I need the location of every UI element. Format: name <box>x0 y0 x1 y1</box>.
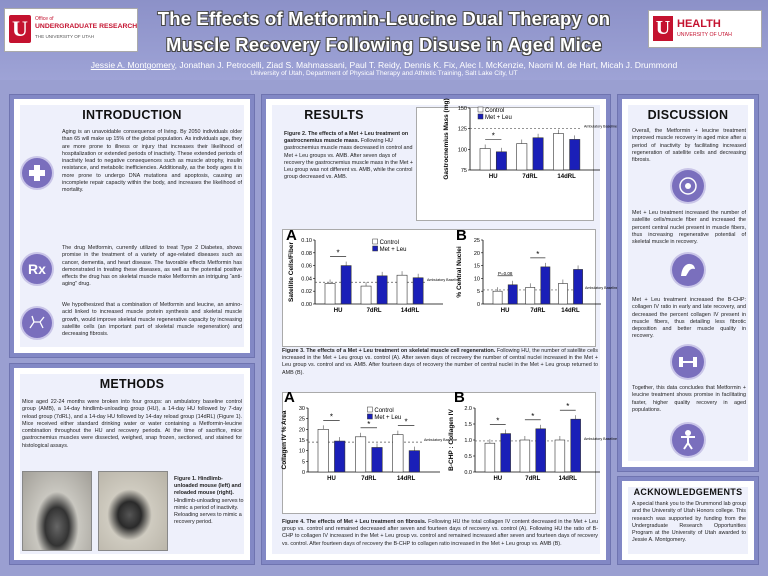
affiliation: University of Utah, Department of Physic… <box>250 70 518 77</box>
muscle-arm-icon <box>672 254 704 286</box>
figure-3-box <box>282 229 596 347</box>
figure-3-text: Following HU, the number of satellite ce… <box>282 348 598 376</box>
u-health-icon: U <box>653 16 673 41</box>
prescription-icon: Rx <box>22 254 52 284</box>
intro-paragraph-2: The drug Metformin, currently utilized t… <box>62 245 242 288</box>
introduction-heading: INTRODUCTION <box>82 108 182 122</box>
figure-4-text: Following HU the total collagen IV conte… <box>282 519 598 547</box>
results-panel: RESULTS Figure 2. The effects of a Met +… <box>262 95 610 564</box>
molecule-icon <box>22 308 52 338</box>
discussion-paragraph-4: Together, this data concludes that Metfo… <box>632 385 746 413</box>
health-logo: U HEALTH UNIVERSITY OF UTAH <box>648 10 762 48</box>
u-logo-icon: U <box>9 15 31 43</box>
acknowledgements-paragraph: A special thank you to the Drummond lab … <box>632 501 746 544</box>
lead-author: Jessie A. Montgomery <box>90 60 175 70</box>
person-icon <box>672 424 704 456</box>
acknowledgements-inner <box>628 487 748 554</box>
logo-line-3: THE UNIVERSITY OF UTAH <box>35 34 95 39</box>
intro-paragraph-3: We hypothesized that a combination of Me… <box>62 302 242 338</box>
figure-2-caption: Figure 2. The effects of a Met + Leu tre… <box>284 131 416 181</box>
coauthors: , Jonathan J. Petrocelli, Ziad S. Mahmas… <box>174 60 678 70</box>
acknowledgements-panel: ACKNOWLEDGEMENTS A special thank you to … <box>618 477 758 564</box>
figure-3-caption: Figure 3. The effects of a Met + Leu tre… <box>282 348 598 377</box>
discussion-panel: DISCUSSION Overall, the Metformin + leuc… <box>618 95 758 471</box>
introduction-panel: INTRODUCTION Aging is an unavoidable con… <box>10 95 254 357</box>
figure-2-box <box>416 107 594 221</box>
figure-4-box <box>282 392 596 514</box>
rx-symbol: Rx <box>28 261 46 277</box>
health-logo-sub: UNIVERSITY OF UTAH <box>677 32 732 38</box>
undergrad-research-logo: U Office of UNDERGRADUATE RESEARCH THE U… <box>4 8 138 52</box>
authors: Jessie A. Montgomery, Jonathan J. Petroc… <box>0 60 768 70</box>
discussion-paragraph-2: Met + Leu treatment increased the number… <box>632 210 746 246</box>
figure-4-title: Figure 4. The effects of Met + Leu treat… <box>282 519 427 525</box>
figure-1-title: Figure 1. Hindlimb-unloaded mouse (left)… <box>174 476 242 497</box>
results-heading: RESULTS <box>304 108 364 122</box>
acknowledgements-heading: ACKNOWLEDGEMENTS <box>633 487 743 497</box>
hindlimb-unloaded-mouse-photo <box>22 471 92 551</box>
poster-title-line-2: Muscle Recovery Following Disuse in Aged… <box>166 34 602 55</box>
reloaded-mouse-photo <box>98 471 168 551</box>
discussion-heading: DISCUSSION <box>647 108 729 122</box>
figure-4-caption: Figure 4. The effects of Met + Leu treat… <box>282 519 598 548</box>
methods-panel: METHODS Mice aged 22-24 months were brok… <box>10 364 254 564</box>
medical-cross-icon <box>22 158 52 188</box>
methods-heading: METHODS <box>99 377 165 391</box>
figure-2-title: Figure 2. The effects of a Met + Leu tre… <box>284 131 409 145</box>
figure-2-text: Following HU gastrocnemius muscle mass d… <box>284 138 413 181</box>
discussion-paragraph-3: Met + Leu treatment increased the B-CHP:… <box>632 297 746 340</box>
introduction-inner <box>20 105 244 347</box>
figure-1-text: Hindlimb-unloading serves to mimic a per… <box>174 497 244 526</box>
methods-paragraph: Mice aged 22-24 months were broken into … <box>22 399 242 449</box>
dumbbell-icon <box>672 346 704 378</box>
cell-icon <box>672 170 704 202</box>
figure-3-title: Figure 3. The effects of a Met + Leu tre… <box>282 348 496 354</box>
figure-1-caption: Figure 1. Hindlimb-unloaded mouse (left)… <box>174 476 244 526</box>
logo-line-2: UNDERGRADUATE RESEARCH <box>35 23 138 30</box>
logo-line-1: Office of <box>35 16 54 22</box>
poster-title-line-1: The Effects of Metformin-Leucine Dual Th… <box>157 8 611 29</box>
discussion-paragraph-1: Overall, the Metformin + leucine treatme… <box>632 128 746 164</box>
health-logo-word: HEALTH <box>677 18 721 30</box>
intro-paragraph-1: Aging is an unavoidable consequence of l… <box>62 129 242 194</box>
